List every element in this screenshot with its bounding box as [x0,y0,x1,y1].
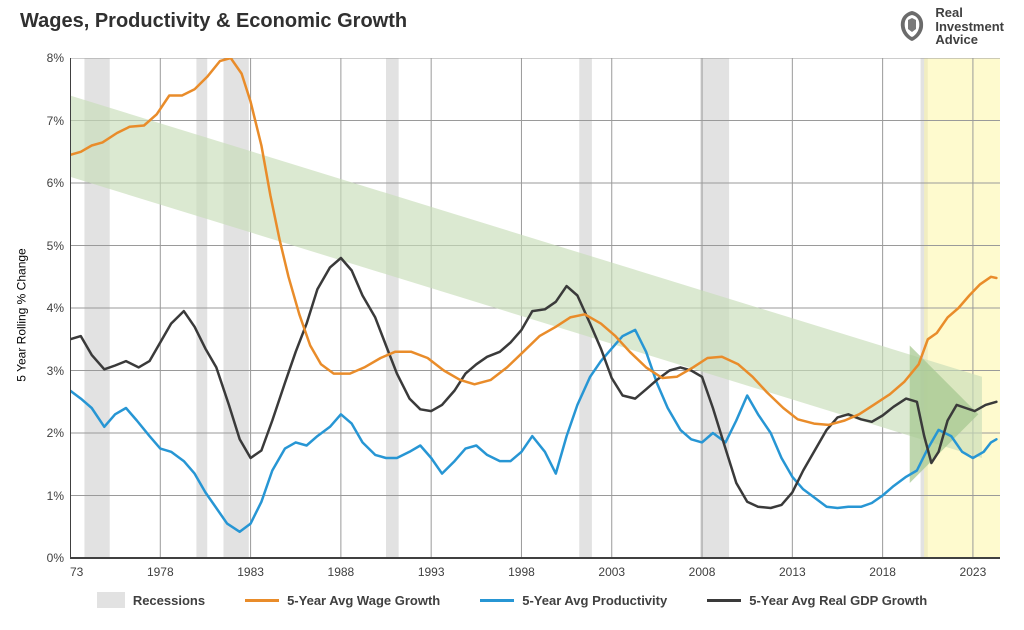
x-tick-label: 1998 [508,565,535,579]
x-tick-label: 1978 [147,565,174,579]
y-tick-label: 3% [47,364,64,378]
x-tick-label: 2003 [598,565,625,579]
legend-label: 5-Year Avg Productivity [522,593,667,608]
y-tick-label: 5% [47,239,64,253]
x-tick-label: 2023 [960,565,987,579]
y-axis-title: 5 Year Rolling % Change [14,248,28,381]
y-tick-label: 6% [47,176,64,190]
legend-swatch-rect [97,592,125,608]
x-tick-label: 2018 [869,565,896,579]
x-tick-label: 1988 [328,565,355,579]
legend-swatch-line [245,599,279,602]
y-tick-label: 0% [47,551,64,565]
legend-swatch-line [707,599,741,602]
brand-text: Real Investment Advice [935,6,1004,47]
x-tick-label: 1973 [70,565,84,579]
legend-item: 5-Year Avg Wage Growth [245,592,440,608]
legend: Recessions 5-Year Avg Wage Growth 5-Year A… [0,592,1024,608]
legend-item: Recessions [97,592,205,608]
chart-container: Wages, Productivity & Economic Growth Re… [0,0,1024,630]
x-tick-label: 1993 [418,565,445,579]
y-tick-label: 1% [47,489,64,503]
x-tick-label: 1983 [237,565,264,579]
eagle-icon [897,9,927,43]
brand-line2: Investment [935,20,1004,34]
y-tick-label: 7% [47,114,64,128]
brand-line1: Real [935,6,1004,20]
legend-item: 5-Year Avg Productivity [480,592,667,608]
x-tick-label: 2013 [779,565,806,579]
legend-label: 5-Year Avg Wage Growth [287,593,440,608]
legend-label: 5-Year Avg Real GDP Growth [749,593,927,608]
legend-swatch-line [480,599,514,602]
y-tick-label: 8% [47,51,64,65]
chart-title: Wages, Productivity & Economic Growth [20,10,407,33]
legend-label: Recessions [133,593,205,608]
legend-item: 5-Year Avg Real GDP Growth [707,592,927,608]
y-tick-label: 2% [47,426,64,440]
x-tick-label: 2008 [689,565,716,579]
brand-logo: Real Investment Advice [897,6,1004,47]
brand-line3: Advice [935,33,1004,47]
y-tick-label: 4% [47,301,64,315]
plot-area: 1973 1978 1983 1988 1993 1998 2003 2008 2013 2018… [70,58,1002,588]
